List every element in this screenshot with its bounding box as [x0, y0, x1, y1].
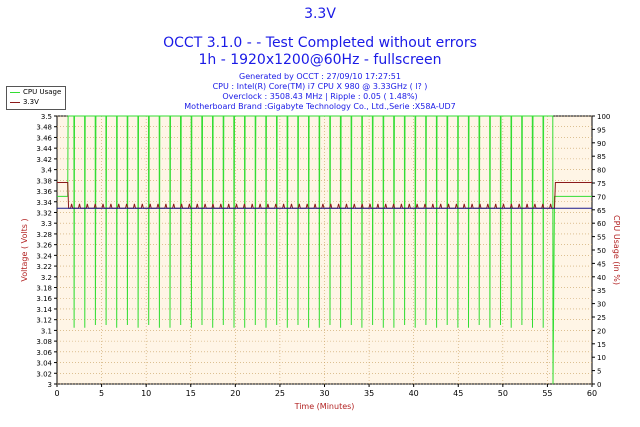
- y-right-tick-label: 55: [597, 234, 606, 242]
- y-right-tick-label: 5: [597, 368, 601, 376]
- plot-area: [56, 115, 593, 385]
- y-right-tick-label: 80: [597, 167, 606, 175]
- y-right-tick-label: 0: [597, 381, 601, 389]
- legend-label-voltage: 3.3V: [23, 98, 39, 106]
- y-left-tick-label: 3: [48, 381, 52, 389]
- x-tick-label: 45: [453, 389, 463, 398]
- y-right-tick-label: 10: [597, 354, 606, 362]
- y-left-tick-label: 3.12: [36, 317, 52, 325]
- cpu-info: CPU : Intel(R) Core(TM) i7 CPU X 980 @ 3…: [212, 82, 428, 91]
- y-left-tick-label: 3.4: [41, 167, 53, 175]
- x-axis-label: Time (Minutes): [294, 402, 355, 411]
- y-left-tick-label: 3.02: [36, 370, 52, 378]
- chart-resolution: 1h - 1920x1200@60Hz - fullscreen: [198, 52, 442, 68]
- y-right-tick-label: 20: [597, 327, 606, 335]
- y-left-tick-label: 3.06: [36, 349, 52, 357]
- x-tick-label: 40: [409, 389, 419, 398]
- y-right-tick-label: 100: [597, 113, 610, 121]
- legend-item-cpu: CPU Usage: [10, 88, 61, 97]
- legend-label-cpu: CPU Usage: [23, 88, 62, 96]
- chart-title: 3.3V: [304, 6, 336, 22]
- y-right-tick-label: 85: [597, 153, 606, 161]
- y-left-tick-label: 3.08: [36, 338, 52, 346]
- motherboard-info: Motherboard Brand :Gigabyte Technology C…: [184, 102, 456, 111]
- y-left-tick-label: 3.36: [36, 188, 52, 196]
- y-left-tick-label: 3.5: [41, 113, 52, 121]
- y-right-tick-label: 70: [597, 193, 606, 201]
- y-right-tick-label: 25: [597, 314, 606, 322]
- y-right-tick-label: 95: [597, 126, 606, 134]
- y-left-tick-label: 3.3: [41, 220, 52, 228]
- y-right-axis-label: CPU Usage (in %): [612, 215, 621, 285]
- y-left-tick-label: 3.44: [36, 145, 52, 153]
- y-right-tick-label: 15: [597, 341, 606, 349]
- y-right-tick-label: 40: [597, 274, 606, 282]
- chart-legend: CPU Usage 3.3V: [6, 86, 66, 110]
- y-left-tick-label: 3.34: [36, 199, 52, 207]
- y-right-tick-label: 50: [597, 247, 606, 255]
- x-tick-label: 50: [498, 389, 508, 398]
- y-left-tick-label: 3.38: [36, 177, 52, 185]
- y-left-tick-label: 3.46: [36, 134, 52, 142]
- y-left-tick-label: 3.04: [36, 360, 52, 368]
- y-right-tick-label: 30: [597, 301, 606, 309]
- y-right-tick-label: 75: [597, 180, 606, 188]
- x-tick-label: 0: [54, 389, 59, 398]
- overclock-info: Overclock : 3508.43 MHz | Ripple : 0.05 …: [222, 92, 418, 101]
- y-right-tick-label: 60: [597, 220, 606, 228]
- legend-swatch-cpu: [10, 91, 20, 93]
- x-tick-label: 20: [230, 389, 240, 398]
- legend-swatch-voltage: [10, 101, 20, 103]
- y-right-tick-label: 35: [597, 287, 606, 295]
- x-tick-label: 60: [587, 389, 597, 398]
- y-left-tick-label: 3.32: [36, 209, 52, 217]
- chart-subtitle: OCCT 3.1.0 - - Test Completed without er…: [163, 35, 477, 51]
- y-right-tick-label: 45: [597, 260, 606, 268]
- y-left-axis-label: Voltage ( Volts ): [20, 218, 29, 281]
- y-left-tick-label: 3.1: [41, 327, 52, 335]
- y-left-tick-label: 3.26: [36, 242, 52, 250]
- y-left-tick-label: 3.22: [36, 263, 52, 271]
- cpu-usage-series-line: [57, 115, 592, 385]
- y-left-tick-label: 3.42: [36, 156, 52, 164]
- y-left-tick-label: 3.16: [36, 295, 52, 303]
- x-tick-label: 25: [275, 389, 285, 398]
- y-left-tick-label: 3.48: [36, 124, 52, 132]
- y-left-tick-label: 3.24: [36, 252, 52, 260]
- x-tick-label: 15: [186, 389, 196, 398]
- x-tick-label: 55: [542, 389, 552, 398]
- y-left-tick-label: 3.18: [36, 285, 52, 293]
- x-tick-label: 30: [319, 389, 329, 398]
- legend-item-voltage: 3.3V: [10, 98, 39, 107]
- generated-info: Generated by OCCT : 27/09/10 17:27:51: [239, 72, 401, 81]
- y-left-tick-label: 3.14: [36, 306, 52, 314]
- x-tick-label: 35: [364, 389, 374, 398]
- x-tick-label: 5: [99, 389, 104, 398]
- x-tick-label: 10: [141, 389, 151, 398]
- y-left-tick-label: 3.28: [36, 231, 52, 239]
- y-right-tick-label: 90: [597, 140, 606, 148]
- y-left-tick-label: 3.2: [41, 274, 52, 282]
- y-right-tick-label: 65: [597, 207, 606, 215]
